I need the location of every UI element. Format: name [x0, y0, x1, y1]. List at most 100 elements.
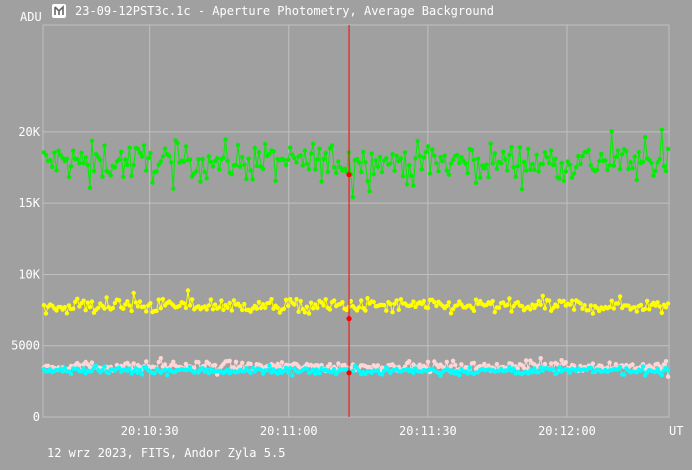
data-point: [356, 368, 362, 373]
data-point: [294, 296, 299, 302]
data-point: [507, 364, 512, 369]
data-point: [421, 298, 426, 304]
data-point: [240, 360, 245, 365]
data-point: [642, 373, 648, 378]
data-point: [206, 371, 211, 376]
data-point: [225, 367, 230, 373]
data-point: [233, 359, 239, 364]
data-point: [425, 305, 431, 311]
data-point: [290, 373, 295, 378]
time-cursor[interactable]: [346, 25, 352, 417]
data-point: [490, 161, 495, 166]
data-point: [609, 298, 614, 303]
data-point: [144, 168, 149, 173]
data-point: [208, 159, 214, 165]
data-point: [169, 362, 174, 368]
data-point: [398, 297, 404, 302]
data-point: [83, 155, 88, 160]
data-point: [571, 171, 577, 176]
data-point: [438, 154, 443, 160]
data-point: [152, 371, 157, 376]
data-point: [298, 298, 303, 304]
data-point: [300, 306, 305, 312]
data-point: [206, 303, 211, 308]
data-point: [260, 371, 266, 376]
data-point: [275, 305, 280, 310]
data-point: [329, 370, 335, 375]
data-point: [319, 179, 324, 184]
data-point: [104, 295, 109, 300]
data-point: [580, 306, 585, 311]
data-point: [89, 360, 95, 365]
data-point: [407, 359, 412, 364]
data-point: [304, 304, 310, 309]
data-point: [599, 151, 604, 157]
data-point: [281, 306, 287, 311]
data-point: [311, 306, 316, 311]
data-point: [156, 359, 161, 365]
data-point: [455, 152, 460, 158]
data-point: [578, 301, 583, 306]
data-point: [162, 367, 168, 372]
data-point: [617, 364, 623, 370]
data-point: [263, 141, 268, 147]
data-point: [215, 372, 220, 377]
data-point: [60, 155, 65, 161]
data-point: [523, 358, 529, 363]
data-point: [645, 298, 650, 304]
data-point: [536, 169, 541, 174]
data-point: [340, 300, 345, 305]
data-point: [221, 307, 226, 312]
data-point: [194, 169, 199, 174]
data-point: [661, 164, 667, 169]
data-point: [359, 169, 364, 175]
data-point: [450, 358, 456, 363]
data-point: [496, 305, 502, 310]
data-point: [653, 303, 658, 308]
data-point: [586, 147, 591, 153]
data-point: [411, 370, 416, 375]
data-point: [409, 303, 414, 308]
data-point: [478, 175, 483, 180]
data-point: [611, 163, 616, 168]
data-point: [457, 372, 462, 378]
data-point: [542, 150, 548, 155]
data-point: [624, 149, 629, 154]
data-point: [144, 309, 149, 314]
data-point: [187, 157, 193, 162]
data-point: [162, 362, 168, 367]
series-1: [41, 127, 671, 200]
data-point: [283, 365, 289, 371]
data-point: [434, 303, 439, 309]
data-point: [304, 366, 310, 371]
data-point: [258, 363, 264, 368]
data-point: [75, 296, 80, 301]
y-axis-label: ADU: [20, 10, 42, 24]
data-point: [139, 372, 145, 377]
data-point: [96, 305, 101, 311]
data-point: [392, 168, 397, 173]
data-point: [448, 161, 454, 166]
data-point: [198, 179, 203, 184]
data-point: [551, 305, 556, 311]
y-tick-label: 15K: [18, 196, 40, 210]
data-point: [156, 297, 161, 302]
data-point: [542, 306, 548, 311]
data-point: [116, 365, 122, 370]
data-point: [567, 370, 573, 375]
data-point: [248, 361, 253, 367]
data-point: [611, 306, 616, 311]
data-point: [448, 364, 454, 369]
footer-info: 12 wrz 2023, FITS, Andor Zyla 5.5: [47, 446, 286, 460]
data-point: [430, 147, 435, 152]
data-point: [87, 364, 93, 370]
data-point: [323, 150, 328, 156]
data-point: [156, 162, 161, 167]
data-point: [421, 155, 426, 160]
data-point: [306, 311, 312, 316]
data-point: [250, 177, 255, 182]
data-point: [311, 141, 316, 147]
data-point: [127, 366, 132, 371]
data-point: [150, 180, 155, 185]
